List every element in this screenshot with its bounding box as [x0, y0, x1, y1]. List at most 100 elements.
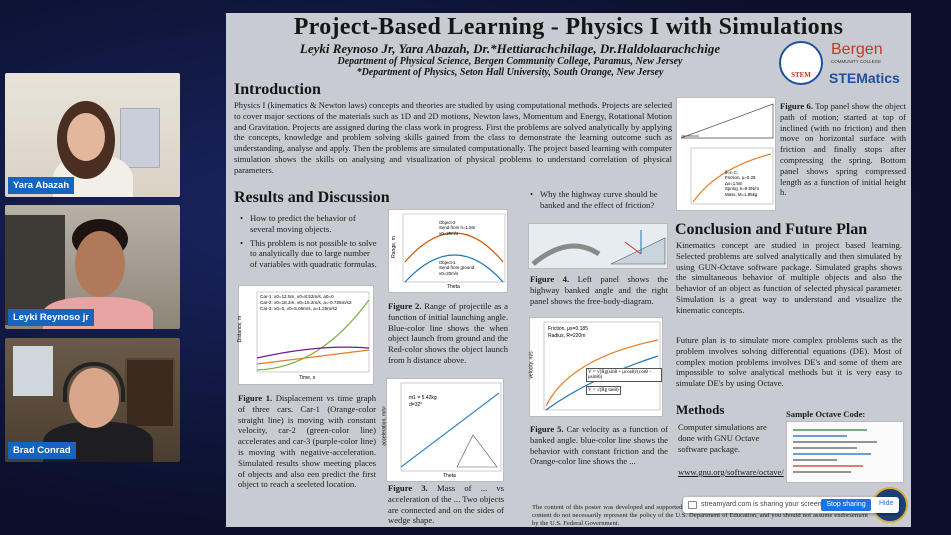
- methods-link[interactable]: www.gnu.org/software/octave/: [678, 467, 784, 477]
- figure-3-chart: m1 = 5.42kg d=32° Theta acceleration, m/…: [382, 378, 504, 482]
- legend-item: Object-2: [439, 220, 456, 225]
- legend-item: Car-2: x0=18.2m, v0=15.2m/s, a=-0.725m/s…: [260, 300, 352, 305]
- caption-label: Figure 1.: [238, 393, 273, 403]
- legend-item: v0=20m/s: [439, 230, 459, 236]
- methods-text: Computer simulations are done with GNU O…: [678, 422, 767, 454]
- stem-logo-text: STEM: [791, 71, 811, 79]
- participant-face: [67, 113, 105, 161]
- legend-item: Friction, μs=0.185: [548, 326, 588, 332]
- fig-label: Spring, k=9.5N/m: [725, 186, 760, 192]
- figure-3-text: m1 = 5.42kg d=32°: [409, 395, 437, 408]
- car-3-line: [256, 346, 370, 359]
- figure-1-legend: Car-1: x0=12.5m, v0=8.52m/s, a0=0 Car-2:…: [260, 294, 352, 312]
- caption-text: Range of projectile as a function of ini…: [388, 301, 508, 365]
- figure-6-labels: θ=n C, Friction, μ=0.28 Δx=1.5m Spring, …: [725, 170, 759, 197]
- intro-heading: Introduction: [234, 81, 321, 98]
- caption-text: Left panel shows the highway banked angl…: [530, 274, 669, 306]
- participant-face: [75, 231, 125, 297]
- wedge-diagram: [456, 434, 498, 468]
- figure-3-ylabel: acceleration, m/s²: [381, 406, 388, 446]
- object-2-curve: [404, 232, 504, 263]
- screen-share-icon: [688, 501, 697, 509]
- object-1-curve: [404, 254, 504, 283]
- figure-6-svg: [680, 103, 774, 205]
- share-message: streamyard.com is sharing your screen.: [701, 501, 824, 508]
- figure-5-chart: Friction, μs=0.185 Radius, R=220m V = √(…: [529, 317, 663, 417]
- conclusion-text-2: Future plan is to simulate more complex …: [676, 335, 902, 389]
- shelf-bg: [125, 358, 175, 428]
- bergen-logo: Bergen COMMUNITY COLLEGE: [831, 41, 909, 71]
- acceleration-line: [400, 392, 500, 468]
- fig-label: Δx=1.5m: [725, 180, 743, 186]
- stematics-logo: STEMatics: [829, 70, 900, 86]
- code-lines-svg: [793, 429, 877, 473]
- legend-item: v0=20m/s: [439, 270, 459, 276]
- spring-compression-curve: [692, 153, 772, 203]
- figure-3-xlabel: Theta: [443, 473, 456, 479]
- participant-tile-2[interactable]: Leyki Reynoso jr: [5, 205, 180, 329]
- bergen-logo-text: Bergen: [831, 41, 883, 58]
- friction-curve: [545, 339, 659, 407]
- figure-1-svg: [256, 291, 370, 373]
- figure-3-caption: Figure 3. Mass of ... vs acceleration of…: [388, 483, 504, 526]
- conclusion-text-1: Kinematics concept are studied in projec…: [676, 240, 902, 315]
- caption-text: Top panel show the object path of motion…: [780, 101, 906, 198]
- participant-tile-3[interactable]: Brad Conrad: [5, 338, 180, 462]
- figure-2-legend-top: Object-2 Send from h=1.8m v0=20m/s: [439, 220, 475, 236]
- legend-item: Object-1: [439, 260, 456, 265]
- figure-4-caption: Figure 4. Left panel shows the highway b…: [530, 274, 668, 306]
- figure-5-ylabel: velocity, m/s: [528, 351, 535, 379]
- participant-tile-1[interactable]: Yara Abazah: [5, 73, 180, 197]
- figure-4-image: [528, 223, 668, 269]
- highway-bullet: Why the highway curve should be banked a…: [530, 189, 670, 214]
- figure-5-formula-1: V = √(Rg(sinθ + μcosθ)/(cosθ − μsinθ)): [586, 368, 662, 382]
- poster-authors: Leyki Reynoso Jr, Yara Abazah, Dr.*Hetti…: [299, 41, 721, 56]
- figure-5-formula-2: V = √(Rg tanθ): [586, 386, 621, 395]
- caption-text: Mass of ... vs acceleration of the ... T…: [388, 483, 504, 526]
- figure-6-chart: θ=n C, Friction, μ=0.28 Δx=1.5m Spring, …: [676, 97, 776, 211]
- banked-incline: [610, 237, 666, 265]
- fig-label: Mass, M=1.85kg: [725, 191, 758, 197]
- fig-label: Friction, μ=0.28: [725, 175, 756, 181]
- participant-name: Yara Abazah: [8, 177, 75, 194]
- poster-title: Project-Based Learning - Physics I with …: [293, 14, 844, 40]
- legend-item: Car-1: x0=12.5m, v0=8.52m/s, a0=0: [260, 294, 334, 299]
- intro-text: Physics I (kinematics & Newton laws) con…: [234, 100, 672, 175]
- participant-name: Brad Conrad: [8, 442, 76, 459]
- force-arrow: [624, 241, 642, 255]
- results-bullets: How to predict the behavior of several m…: [240, 213, 378, 273]
- poster-affiliation-2: *Department of Physics, Seton Hall Unive…: [356, 67, 664, 78]
- figure-1-xlabel: Time, s: [299, 375, 316, 381]
- figure-1-ylabel: Distance, m: [237, 315, 244, 343]
- caption-text: Displacement vs time graph of three cars…: [238, 393, 376, 490]
- fig-text: d=32°: [409, 401, 423, 408]
- caption-label: Figure 5.: [530, 424, 564, 434]
- screen-share-bar: streamyard.com is sharing your screen. S…: [683, 497, 899, 513]
- hide-button[interactable]: Hide: [879, 500, 894, 507]
- shared-screen-poster: Project-Based Learning - Physics I with …: [226, 13, 911, 527]
- fig-text: m1 = 5.42kg: [409, 395, 437, 401]
- poster-affiliation-1: Department of Physical Science, Bergen C…: [337, 56, 683, 67]
- legend-item: Radius, R=220m: [548, 332, 586, 339]
- caption-text: Car velocity as a function of banked ang…: [530, 424, 668, 467]
- figure-5-svg: [543, 321, 661, 411]
- bullet-item: Why the highway curve should be banked a…: [530, 189, 670, 211]
- conclusion-heading: Conclusion and Future Plan: [675, 221, 868, 238]
- sample-code-heading: Sample Octave Code:: [786, 409, 866, 419]
- incline-diagram: [680, 103, 774, 139]
- sample-code-image: [786, 421, 904, 483]
- car-1-line: [256, 349, 370, 365]
- fig-label: θ=n C,: [725, 170, 739, 175]
- car-2-line: [256, 299, 370, 371]
- figure-2-caption: Figure 2. Range of projectile as a funct…: [388, 301, 508, 366]
- figure-1-caption: Figure 1. Displacement vs time graph of …: [238, 393, 376, 490]
- figure-4-svg: [531, 230, 666, 266]
- stop-sharing-button[interactable]: Stop sharing: [821, 499, 871, 511]
- participant-name: Leyki Reynoso jr: [8, 309, 95, 326]
- figure-1-chart: Car-1: x0=12.5m, v0=8.52m/s, a0=0 Car-2:…: [237, 285, 374, 385]
- legend-item: Car-3: x0=0, v0=5.06m/s, a=1.25m/s2: [260, 306, 338, 311]
- legend-item: Send from h=1.8m: [439, 225, 476, 231]
- highway-curve: [531, 243, 601, 266]
- figure-2-legend-bot: Object-1 Send from ground v0=20m/s: [439, 260, 474, 276]
